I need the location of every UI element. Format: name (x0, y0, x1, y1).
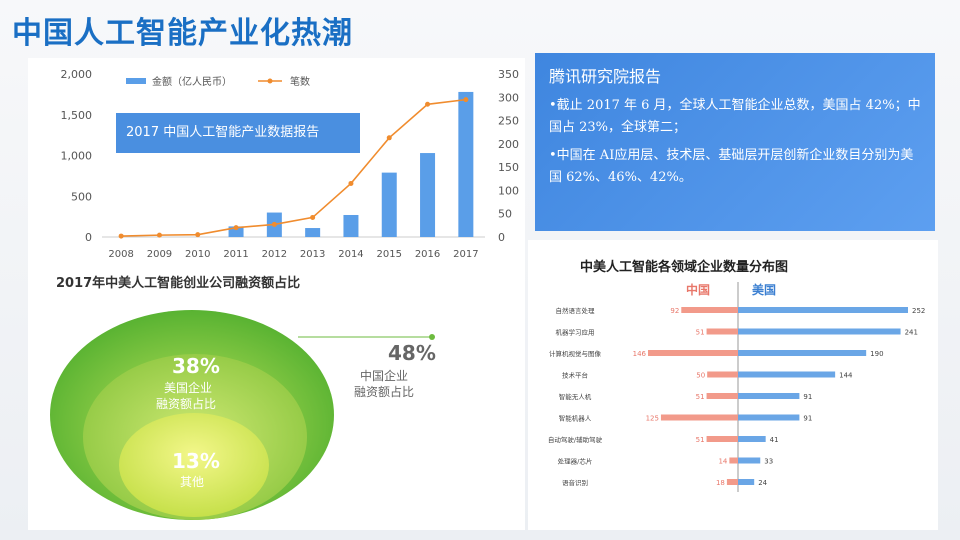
tencent-bullet-1: •截止 2017 年 6 月，全球人工智能企业总数，美国占 42%；中国占 23… (549, 98, 921, 135)
bar-chart-title: 中美人工智能各领域企业数量分布图 (580, 260, 789, 275)
page-title: 中国人工智能产业化热潮 (12, 16, 353, 51)
tencent-report-box: 腾讯研究院报告 •截止 2017 年 6 月，全球人工智能企业总数，美国占 42… (535, 53, 935, 231)
bar-chart-panel (528, 240, 938, 530)
tencent-bullet-2: •中国在 AI应用层、技术层、基础层开层创新企业数目分别为美国 62%、46%、… (549, 148, 914, 185)
tencent-heading: 腾讯研究院报告 (549, 67, 662, 86)
pie-title: 2017年中美人工智能创业公司融资额占比 (56, 276, 301, 291)
report-label: 2017 中国人工智能产业数据报告 (116, 113, 360, 153)
